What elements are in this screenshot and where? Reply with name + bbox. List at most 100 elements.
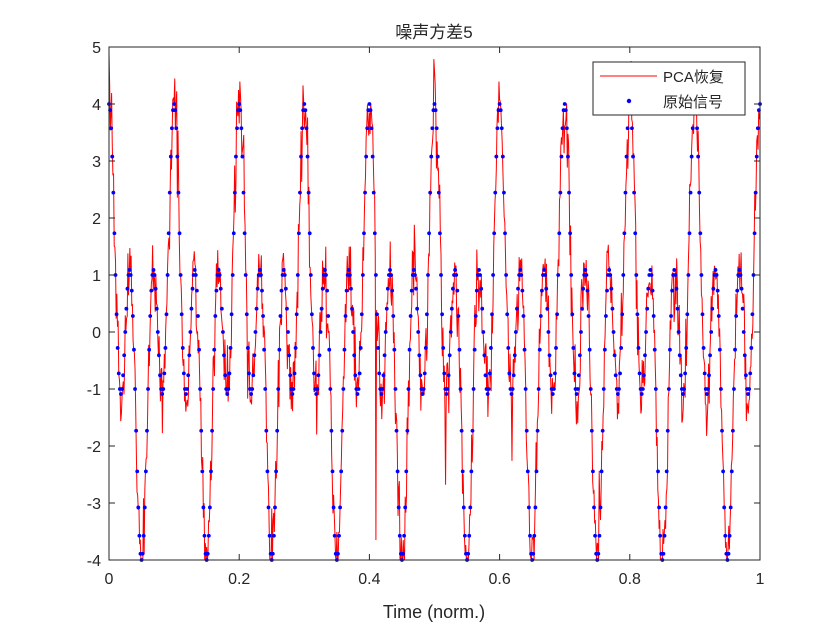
original-signal-point	[329, 428, 334, 433]
original-signal-point	[632, 190, 637, 195]
original-signal-point	[521, 314, 526, 318]
original-signal-point	[658, 533, 663, 538]
original-signal-point	[316, 373, 321, 378]
original-signal-point	[112, 231, 117, 236]
original-signal-point	[637, 371, 642, 376]
original-signal-point	[633, 231, 638, 236]
chart-title: 噪声方差5	[395, 23, 472, 42]
original-signal-point	[719, 387, 723, 391]
original-signal-point	[209, 469, 213, 474]
original-signal-point	[564, 126, 569, 131]
original-signal-point	[739, 286, 744, 291]
original-signal-point	[729, 469, 734, 474]
original-signal-point	[111, 190, 116, 195]
original-signal-point	[136, 505, 141, 510]
original-signal-point	[468, 505, 473, 510]
original-signal-point	[734, 314, 739, 318]
original-signal-point	[686, 273, 691, 277]
original-signal-point	[292, 371, 297, 376]
original-signal-point	[441, 346, 446, 350]
original-signal-point	[338, 505, 343, 510]
original-signal-point	[600, 428, 605, 433]
original-signal-point	[307, 231, 312, 236]
original-signal-point	[587, 347, 592, 352]
original-signal-point	[235, 126, 239, 131]
original-signal-point	[372, 231, 377, 236]
original-signal-point	[250, 387, 255, 391]
original-signal-point	[216, 268, 221, 272]
original-signal-point	[458, 387, 463, 391]
original-signal-point	[267, 533, 272, 538]
original-signal-point	[148, 314, 153, 318]
original-signal-point	[613, 373, 618, 378]
original-signal-point	[391, 314, 396, 318]
original-signal-point	[330, 469, 335, 474]
original-signal-point	[168, 154, 173, 159]
original-signal-point	[285, 306, 289, 311]
original-signal-point	[520, 288, 525, 293]
original-signal-point	[726, 551, 731, 556]
original-signal-point	[636, 346, 641, 350]
original-signal-point	[123, 330, 128, 334]
original-signal-point	[152, 273, 157, 277]
original-signal-point	[454, 273, 459, 277]
original-signal-point	[446, 373, 451, 378]
original-signal-point	[717, 347, 722, 352]
original-signal-point	[396, 505, 401, 510]
original-signal-point	[272, 533, 276, 538]
original-signal-point	[684, 346, 689, 350]
original-signal-point	[218, 286, 223, 291]
original-signal-point	[263, 387, 268, 391]
original-signal-point	[730, 428, 735, 433]
original-signal-point	[120, 387, 124, 391]
y-tick-label: 5	[92, 40, 101, 57]
original-signal-point	[503, 231, 507, 236]
original-signal-point	[196, 314, 200, 318]
original-signal-point	[135, 469, 140, 474]
original-signal-point	[420, 392, 425, 396]
legend: PCA恢复 原始信号	[592, 61, 746, 116]
original-signal-point	[505, 312, 510, 317]
original-signal-point	[442, 371, 447, 376]
original-signal-point	[754, 154, 759, 159]
original-signal-point	[244, 312, 249, 317]
original-signal-point	[273, 505, 277, 510]
original-signal-point	[279, 288, 284, 293]
original-signal-point	[408, 314, 413, 318]
original-signal-point	[259, 273, 263, 277]
original-signal-point	[738, 273, 743, 277]
original-signal-point	[353, 373, 358, 378]
original-signal-point	[181, 371, 186, 376]
original-signal-point	[558, 190, 563, 195]
original-signal-point	[405, 428, 410, 433]
original-signal-point	[110, 154, 115, 159]
original-signal-point	[208, 505, 212, 510]
original-signal-point	[721, 469, 726, 474]
original-signal-point	[727, 533, 732, 538]
original-signal-point	[685, 312, 690, 317]
original-signal-point	[555, 312, 560, 317]
y-tick-label: -2	[87, 439, 101, 456]
original-signal-point	[174, 126, 179, 131]
original-signal-point	[306, 190, 311, 195]
original-signal-point	[368, 108, 373, 113]
original-signal-point	[288, 373, 293, 378]
original-signal-point	[315, 387, 320, 391]
original-signal-point	[532, 533, 537, 538]
original-signal-point	[141, 533, 146, 538]
original-signal-point	[213, 314, 218, 318]
original-signal-point	[576, 373, 581, 378]
original-signal-point	[380, 387, 385, 391]
original-signal-point	[512, 353, 517, 358]
original-signal-point	[674, 286, 679, 291]
original-signal-point	[137, 533, 142, 538]
original-signal-point	[649, 273, 654, 277]
original-signal-point	[206, 533, 211, 538]
original-signal-point	[639, 392, 644, 396]
original-signal-point	[153, 286, 158, 291]
original-signal-point	[625, 126, 630, 131]
original-signal-point	[524, 428, 529, 433]
original-signal-point	[526, 505, 531, 510]
original-signal-point	[128, 273, 133, 277]
